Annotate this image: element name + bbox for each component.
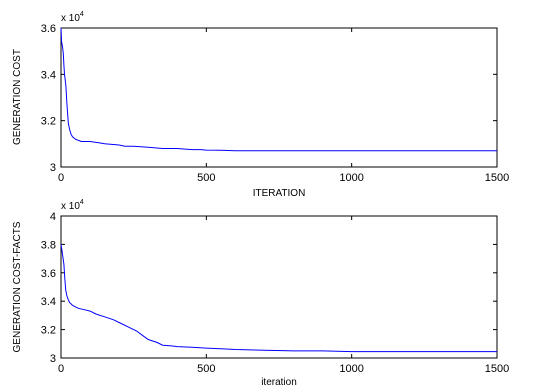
y-tick-label: 3 <box>50 353 56 365</box>
axis-ticks: 0 500 1000 1500 3 3.2 3.4 3.6 3.8 4 <box>41 211 510 375</box>
chart-generation-cost-facts: x 104 GENERATION COST-FACTS iteration 0 5… <box>12 199 509 388</box>
x-tick-label: 1000 <box>339 363 363 375</box>
y-tick-label: 3.4 <box>41 296 56 308</box>
x-tick-label: 0 <box>58 172 64 184</box>
series-line <box>60 27 497 152</box>
y-tick-label: 3.2 <box>41 325 56 337</box>
plot-area-frame <box>60 27 498 168</box>
x-axis-label: iteration <box>261 377 297 388</box>
axis-ticks: 0 500 1000 1500 3 3.2 3.4 3.6 <box>41 23 510 184</box>
y-tick-label: 3 <box>50 162 56 174</box>
y-axis-label: GENERATION COST-FACTS <box>12 221 23 352</box>
x-tick-label: 500 <box>197 363 215 375</box>
y-tick-label: 3.6 <box>41 23 56 35</box>
series-line <box>60 244 497 353</box>
chart-generation-cost: x 104 GENERATION COST ITERATION 0 500 1000… <box>12 11 509 199</box>
x-tick-label: 0 <box>58 363 64 375</box>
y-axis-label: GENERATION COST <box>12 49 23 145</box>
y-tick-label: 3.2 <box>41 116 56 128</box>
y-tick-label: 3.8 <box>41 239 56 251</box>
x-tick-label: 500 <box>197 172 215 184</box>
y-multiplier-label: x 104 <box>61 199 84 212</box>
x-tick-label: 1500 <box>485 363 509 375</box>
y-multiplier-label: x 104 <box>61 11 84 24</box>
y-tick-label: 3.4 <box>41 69 56 81</box>
x-axis-label: ITERATION <box>253 188 306 199</box>
plot-area-frame <box>60 215 498 359</box>
x-tick-label: 1500 <box>485 172 509 184</box>
y-tick-label: 3.6 <box>41 268 56 280</box>
x-tick-label: 1000 <box>339 172 363 184</box>
y-tick-label: 4 <box>50 211 56 223</box>
